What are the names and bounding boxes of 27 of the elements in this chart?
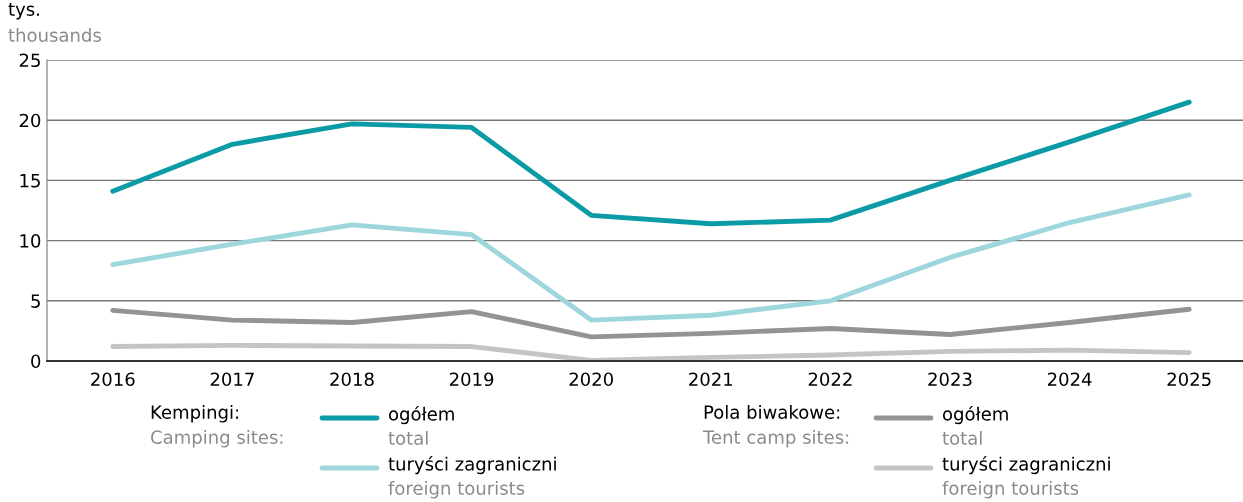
legend-label: turyści zagraniczni foreign tourists — [388, 456, 556, 499]
x-tick-label: 2017 — [210, 372, 254, 387]
legend-label: turyści zagraniczni foreign tourists — [942, 456, 1110, 499]
line-series — [110, 192, 1192, 323]
x-tick-label: 2024 — [1047, 372, 1092, 387]
y-tick-label: 5 — [31, 294, 40, 308]
x-tick-label: 2023 — [928, 372, 972, 387]
x-tick-label: 2025 — [1167, 372, 1211, 387]
y-tick-label: 0 — [31, 354, 41, 369]
x-tick-label: 2021 — [689, 372, 733, 387]
y-tick-label: 25 — [19, 53, 40, 68]
legend-label: ogółem total — [942, 406, 1008, 445]
text: Kempingi: Camping sites: — [151, 405, 283, 448]
line-series — [110, 342, 1192, 361]
x-tick-label: 2022 — [808, 372, 852, 387]
line-series — [110, 306, 1192, 340]
text: Pola biwakowe: Tent camp sites: — [702, 405, 849, 448]
x-tick-label: 2019 — [449, 372, 494, 387]
line-series — [110, 99, 1192, 227]
y-axis-title: tys. thousands — [8, 3, 101, 42]
x-tick-label: 2018 — [330, 372, 374, 387]
y-tick-label: 20 — [19, 113, 41, 128]
x-tick-label: 2016 — [91, 372, 135, 387]
y-tick-label: 15 — [20, 174, 40, 188]
y-tick-label: 10 — [20, 234, 41, 248]
x-tick-label: 2020 — [569, 372, 613, 387]
legend-label: ogółem total — [388, 406, 454, 445]
